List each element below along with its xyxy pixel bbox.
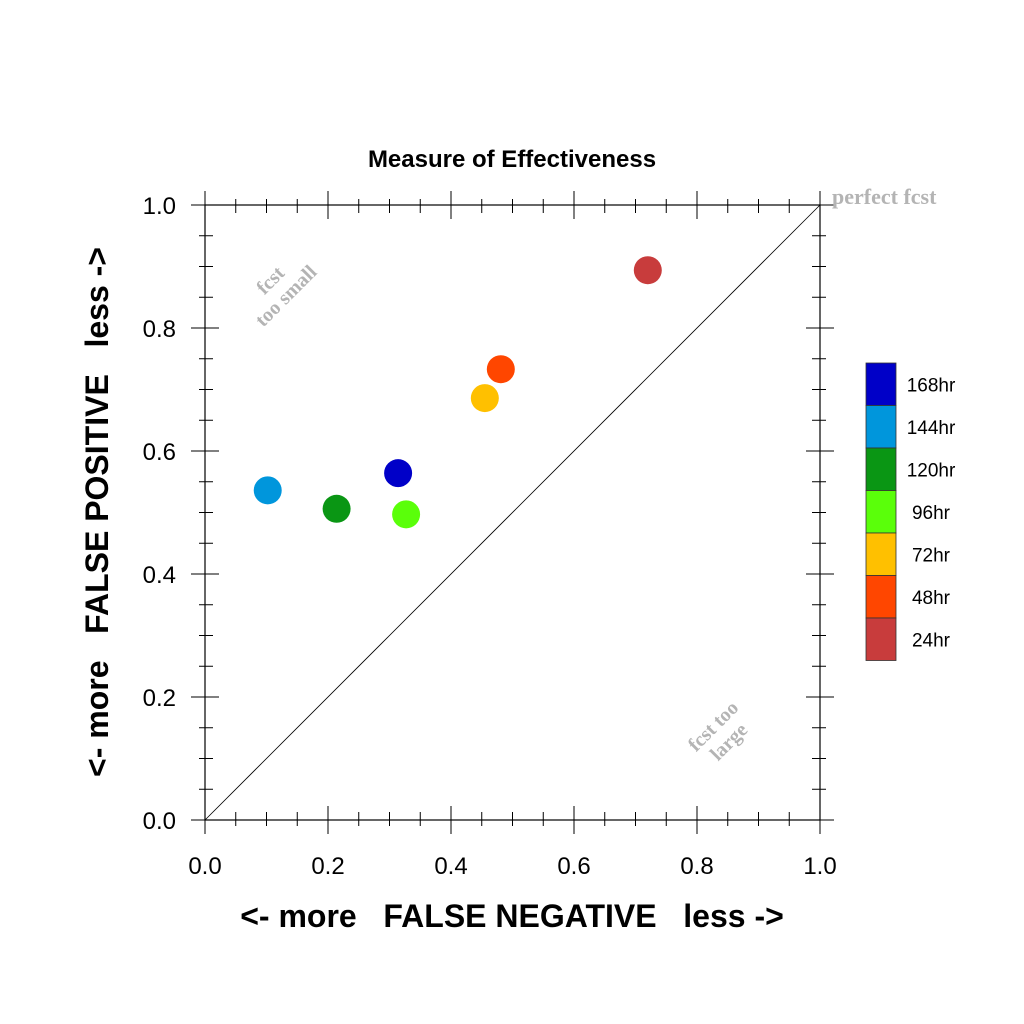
y-tick-label: 1.0 <box>143 193 176 220</box>
y-tick-label: 0.6 <box>143 439 176 466</box>
data-point-168hr <box>384 459 413 488</box>
legend-label-96hr: 96hr <box>912 503 951 524</box>
x-tick-label: 0.6 <box>557 853 590 880</box>
legend-label-24hr: 24hr <box>912 630 951 651</box>
data-point-24hr <box>633 256 662 285</box>
x-tick-label: 0.8 <box>680 853 713 880</box>
x-tick-label: 0.0 <box>188 853 221 880</box>
perfect-forecast-diagonal <box>204 204 821 821</box>
chart-title: Measure of Effectiveness <box>368 146 656 173</box>
legend-swatch-168hr <box>865 362 897 406</box>
data-point-120hr <box>322 494 351 523</box>
legend-swatch-72hr <box>865 532 897 576</box>
legend-label-48hr: 48hr <box>912 588 951 609</box>
minor-ticks <box>199 199 826 826</box>
y-tick-label: 0.0 <box>143 808 176 835</box>
legend-swatch-24hr <box>865 617 897 661</box>
legend: 168hr 144hr 120hr 96hr 72hr 48hr 24hr <box>865 362 956 661</box>
legend-label-120hr: 120hr <box>907 460 956 481</box>
data-point-72hr <box>470 384 499 413</box>
legend-label-144hr: 144hr <box>907 418 956 439</box>
legend-label-72hr: 72hr <box>912 545 951 566</box>
x-tick-labels: 0.0 0.2 0.4 0.6 0.8 1.0 <box>188 853 836 880</box>
annotation-perfect-fcst: perfect fcst <box>832 184 937 209</box>
y-tick-label: 0.2 <box>143 685 176 712</box>
legend-swatch-96hr <box>865 490 897 534</box>
x-tick-label: 1.0 <box>803 853 836 880</box>
y-tick-labels: 0.0 0.2 0.4 0.6 0.8 1.0 <box>143 193 176 835</box>
annotation-small-line2: too small <box>251 261 321 331</box>
y-axis-label: <- more FALSE POSITIVE less -> <box>79 247 115 777</box>
major-ticks <box>191 191 834 834</box>
legend-swatch-144hr <box>865 405 897 449</box>
x-axis-label: <- more FALSE NEGATIVE less -> <box>240 898 784 934</box>
annotation-fcst-too-small: fcst too small <box>251 261 321 331</box>
legend-label-168hr: 168hr <box>907 375 956 396</box>
legend-swatch-120hr <box>865 447 897 491</box>
legend-swatch-48hr <box>865 575 897 619</box>
data-point-96hr <box>392 500 421 529</box>
data-point-48hr <box>486 355 515 384</box>
data-point-144hr <box>253 476 282 505</box>
y-tick-label: 0.8 <box>143 316 176 343</box>
x-tick-label: 0.2 <box>311 853 344 880</box>
x-tick-label: 0.4 <box>434 853 467 880</box>
y-tick-label: 0.4 <box>143 562 176 589</box>
data-points <box>253 256 662 529</box>
annotation-fcst-too-large: fcst too large <box>684 697 752 765</box>
